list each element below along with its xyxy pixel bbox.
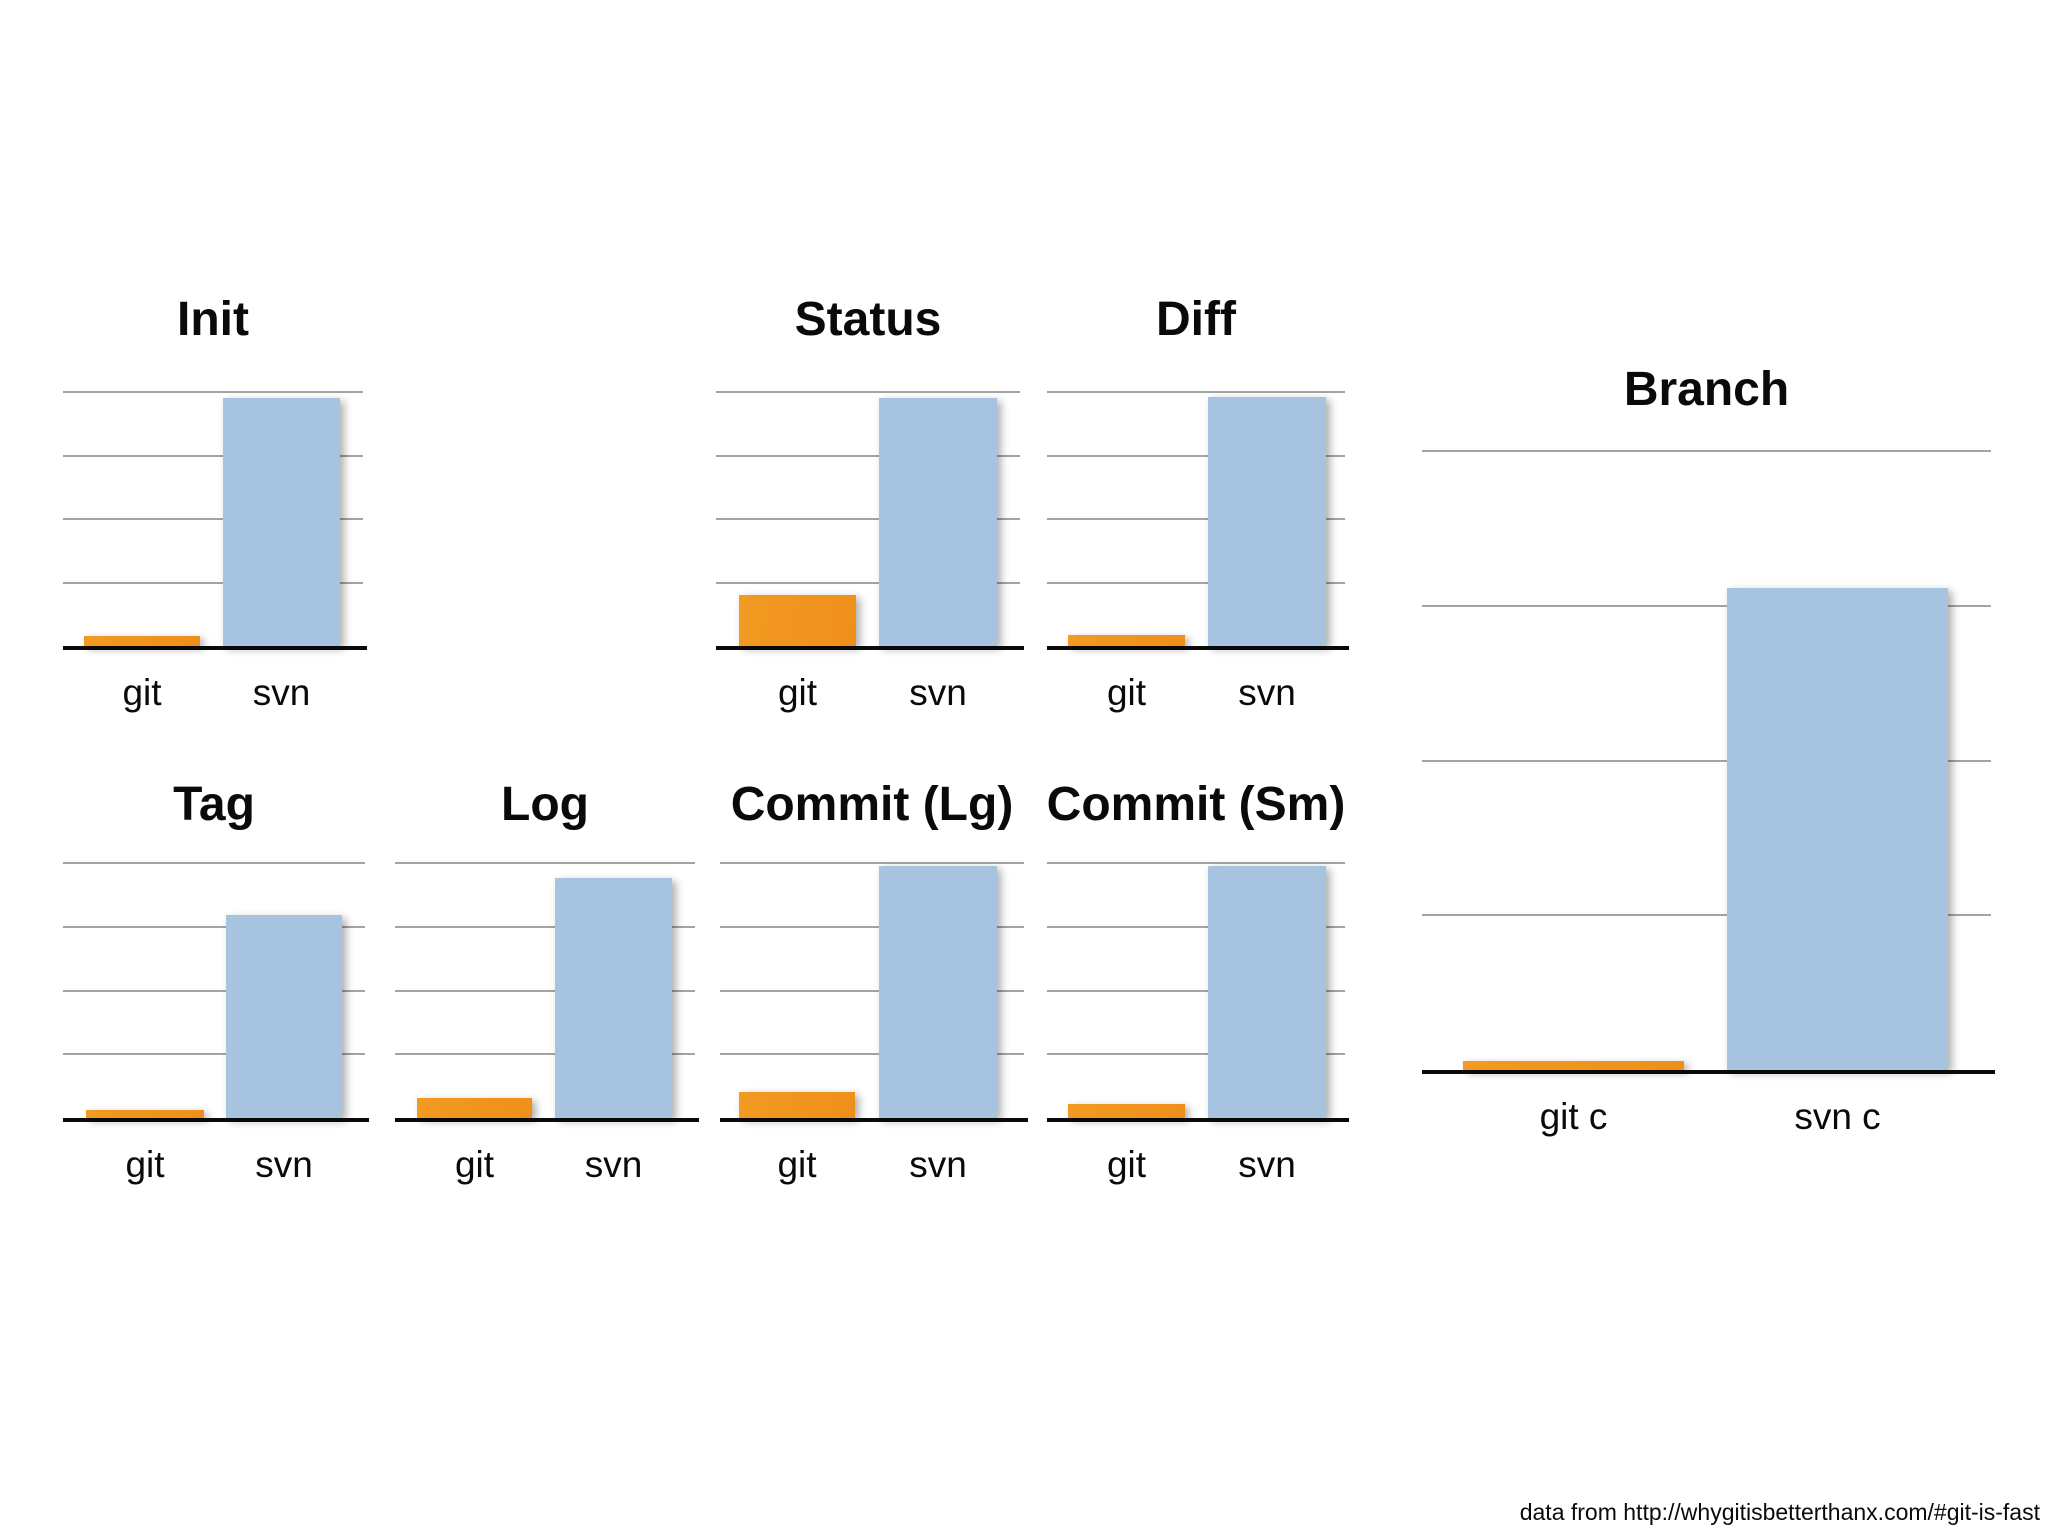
category-label-git: git c	[1539, 1096, 1608, 1137]
bar-git	[1068, 1104, 1185, 1118]
gridline	[395, 926, 695, 928]
bar-git	[1463, 1061, 1684, 1070]
category-label-git: git	[1106, 1144, 1147, 1185]
bar-svn	[879, 866, 997, 1118]
gridline	[63, 582, 363, 584]
gridline	[1047, 455, 1345, 457]
category-label-svn: svn	[252, 672, 311, 713]
gridline	[63, 455, 363, 457]
category-label-svn: svn	[909, 1144, 967, 1185]
bar-svn	[226, 915, 342, 1118]
gridline	[63, 862, 365, 864]
category-label-git: git	[777, 1144, 817, 1185]
attribution-text: data from http://whygitisbetterthanx.com…	[1519, 1499, 2040, 1525]
bar-svn	[555, 878, 672, 1118]
chart-title: Diff	[1156, 293, 1236, 346]
gridline	[720, 990, 1024, 992]
category-label-git: git	[122, 672, 162, 713]
bar-svn	[1208, 397, 1326, 646]
x-axis-line	[1047, 1118, 1349, 1122]
chart-title: Commit (Sm)	[1046, 778, 1346, 831]
gridline	[63, 926, 365, 928]
bar-svn	[223, 398, 340, 646]
gridline	[1047, 990, 1345, 992]
gridline	[395, 862, 695, 864]
gridline	[1047, 518, 1345, 520]
gridline	[1047, 1053, 1345, 1055]
chart-title: Log	[501, 778, 589, 831]
category-label-git: git	[777, 672, 818, 713]
gridline	[1422, 760, 1991, 762]
x-axis-line	[63, 1118, 369, 1122]
gridline	[1422, 450, 1991, 452]
gridline	[720, 1053, 1024, 1055]
gridline	[1422, 605, 1991, 607]
gridline	[1422, 914, 1991, 916]
gridline	[1047, 582, 1345, 584]
category-label-svn: svn	[1238, 1144, 1296, 1185]
bar-git	[84, 636, 200, 646]
bar-git	[1068, 635, 1185, 646]
chart-title: Init	[177, 293, 249, 346]
x-axis-line	[395, 1118, 699, 1122]
gridline	[395, 1053, 695, 1055]
gridline	[1047, 862, 1345, 864]
category-label-svn: svn c	[1794, 1096, 1881, 1137]
gridline	[63, 518, 363, 520]
gridline	[63, 1053, 365, 1055]
category-label-svn: svn	[584, 1144, 643, 1185]
x-axis-line	[1422, 1070, 1995, 1074]
category-label-git: git	[454, 1144, 495, 1185]
bar-svn	[1727, 588, 1948, 1070]
bar-git	[739, 595, 856, 646]
category-label-git: git	[1106, 672, 1147, 713]
bar-svn	[879, 398, 997, 646]
gridline	[716, 391, 1020, 393]
bar-git	[86, 1110, 204, 1118]
gridline	[716, 518, 1020, 520]
bar-svn	[1208, 866, 1326, 1118]
gridline	[1047, 926, 1345, 928]
gridline	[716, 582, 1020, 584]
gridline	[720, 862, 1024, 864]
category-label-svn: svn	[1238, 672, 1296, 713]
gridline	[720, 926, 1024, 928]
chart-title: Tag	[173, 778, 255, 831]
x-axis-line	[716, 646, 1024, 650]
category-label-svn: svn	[255, 1144, 313, 1185]
x-axis-line	[720, 1118, 1028, 1122]
gridline	[716, 455, 1020, 457]
chart-title: Status	[794, 293, 942, 346]
chart-title: Commit (Lg)	[730, 778, 1014, 831]
gridline	[63, 391, 363, 393]
gridline	[63, 990, 365, 992]
chart-title: Branch	[1623, 363, 1790, 416]
x-axis-line	[63, 646, 367, 650]
category-label-svn: svn	[909, 672, 967, 713]
category-label-git: git	[125, 1144, 165, 1185]
gridline	[1047, 391, 1345, 393]
x-axis-line	[1047, 646, 1349, 650]
bar-git	[739, 1092, 855, 1118]
gridline	[395, 990, 695, 992]
bar-git	[417, 1098, 532, 1118]
